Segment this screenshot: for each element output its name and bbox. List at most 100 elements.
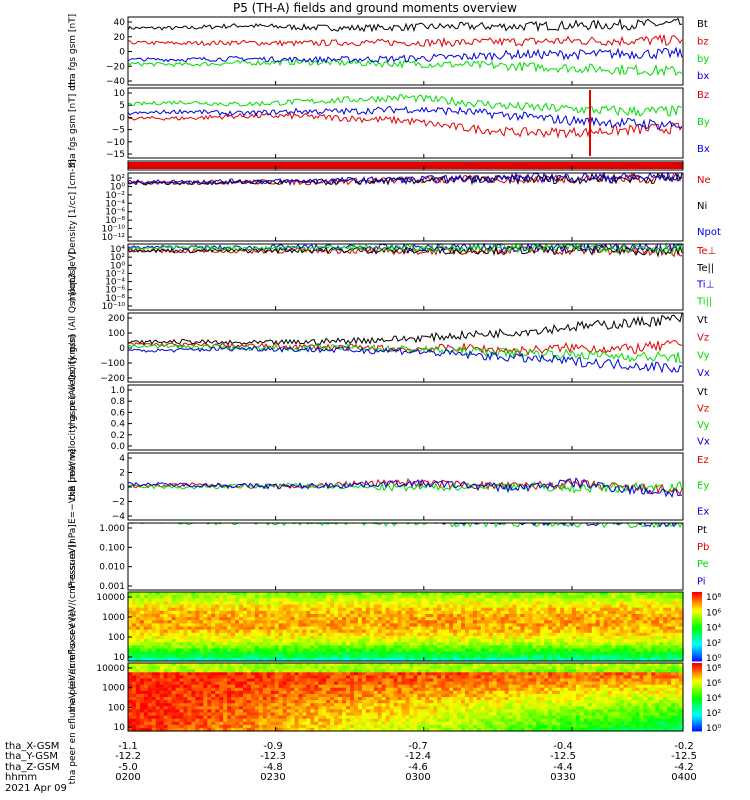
heatmap-cell — [401, 642, 407, 646]
heatmap-cell — [294, 610, 300, 615]
heatmap-cell — [250, 598, 256, 603]
heatmap-cell — [274, 684, 280, 689]
heatmap-cell — [235, 613, 240, 618]
heatmap-cell — [350, 626, 355, 631]
heatmap-cell — [350, 672, 355, 676]
heatmap-cell — [603, 617, 609, 621]
heatmap-cell — [187, 645, 193, 650]
heatmap-cell — [330, 601, 335, 606]
heatmap-cell — [532, 617, 537, 621]
heatmap-cell — [552, 648, 557, 653]
heatmap-cell — [667, 642, 672, 646]
heatmap-cell — [326, 678, 331, 683]
heatmap-cell — [385, 721, 391, 726]
heatmap-cell — [639, 604, 644, 609]
heatmap-cell — [591, 626, 597, 631]
heatmap-cell — [496, 617, 502, 621]
heatmap-cell — [211, 718, 216, 723]
heatmap-cell — [671, 620, 676, 624]
heatmap-cell — [338, 706, 343, 710]
heatmap-cell — [615, 610, 621, 615]
heatmap-cell — [520, 607, 526, 612]
heatmap-cell — [310, 632, 315, 637]
heatmap-cell — [342, 617, 347, 621]
heatmap-cell — [679, 620, 684, 624]
heatmap-cell — [310, 657, 315, 662]
heatmap-cell — [599, 601, 605, 606]
heatmap-cell — [246, 709, 252, 714]
heatmap-cell — [334, 654, 339, 659]
heatmap-cell — [587, 632, 593, 637]
y-tick-label: 10000 — [96, 593, 125, 603]
heatmap-cell — [651, 639, 656, 643]
heatmap-cell — [131, 693, 137, 698]
panel-2 — [127, 160, 684, 171]
heatmap-cell — [385, 672, 391, 676]
heatmap-cell — [659, 610, 664, 615]
heatmap-cell — [183, 648, 189, 653]
heatmap-cell — [409, 672, 415, 676]
heatmap-cell — [262, 721, 268, 726]
heatmap-cell — [199, 663, 204, 667]
heatmap-cell — [270, 715, 276, 720]
heatmap-cell — [239, 607, 244, 612]
heatmap-cell — [286, 700, 292, 704]
heatmap-cell — [183, 712, 189, 717]
heatmap-cell — [476, 617, 482, 621]
heatmap-cell — [167, 601, 173, 606]
heatmap-cell — [254, 617, 260, 621]
heatmap-cell — [338, 635, 343, 640]
heatmap-cell — [357, 721, 363, 726]
heatmap-cell — [556, 626, 561, 631]
heatmap-cell — [413, 663, 418, 667]
heatmap-cell — [223, 626, 228, 631]
heatmap-cell — [568, 607, 573, 612]
heatmap-cell — [552, 645, 557, 650]
heatmap-cell — [246, 635, 252, 640]
heatmap-cell — [468, 648, 474, 653]
heatmap-cell — [464, 617, 470, 621]
heatmap-cell — [342, 715, 347, 720]
heatmap-cell — [242, 610, 248, 615]
heatmap-cell — [306, 687, 311, 692]
heatmap-cell — [492, 598, 498, 603]
heatmap-cell — [393, 595, 399, 599]
heatmap-cell — [310, 613, 315, 618]
heatmap-cell — [389, 635, 395, 640]
heatmap-cell — [437, 617, 442, 621]
heatmap-cell — [191, 681, 196, 686]
heatmap-cell — [615, 607, 621, 612]
heatmap-cell — [187, 681, 193, 686]
heatmap-cell — [211, 693, 216, 698]
heatmap-cell — [663, 617, 668, 621]
heatmap-cell — [575, 610, 581, 615]
heatmap-cell — [131, 700, 137, 704]
heatmap-cell — [389, 687, 395, 692]
heatmap-cell — [468, 651, 474, 656]
heatmap-cell — [425, 666, 430, 670]
heatmap-cell — [135, 703, 141, 707]
heatmap-cell — [516, 654, 522, 659]
heatmap-cell — [254, 663, 260, 667]
heatmap-cell — [639, 613, 644, 618]
heatmap-cell — [575, 626, 581, 631]
heatmap-cell — [457, 635, 462, 640]
heatmap-cell — [239, 601, 244, 606]
heatmap-cell — [286, 721, 292, 726]
y-tick-label: 10² — [110, 174, 125, 184]
heatmap-cell — [528, 620, 533, 624]
heatmap-cell — [361, 684, 367, 689]
heatmap-cell — [417, 629, 422, 634]
heatmap-cell — [155, 712, 161, 717]
heatmap-cell — [294, 724, 300, 729]
heatmap-cell — [310, 675, 315, 680]
heatmap-cell — [373, 706, 379, 710]
heatmap-cell — [568, 654, 573, 659]
heatmap-cell — [556, 620, 561, 624]
heatmap-cell — [155, 623, 161, 628]
heatmap-cell — [203, 604, 208, 609]
heatmap-cell — [575, 648, 581, 653]
y-tick-label: 0 — [119, 483, 125, 493]
heatmap-cell — [476, 629, 482, 634]
